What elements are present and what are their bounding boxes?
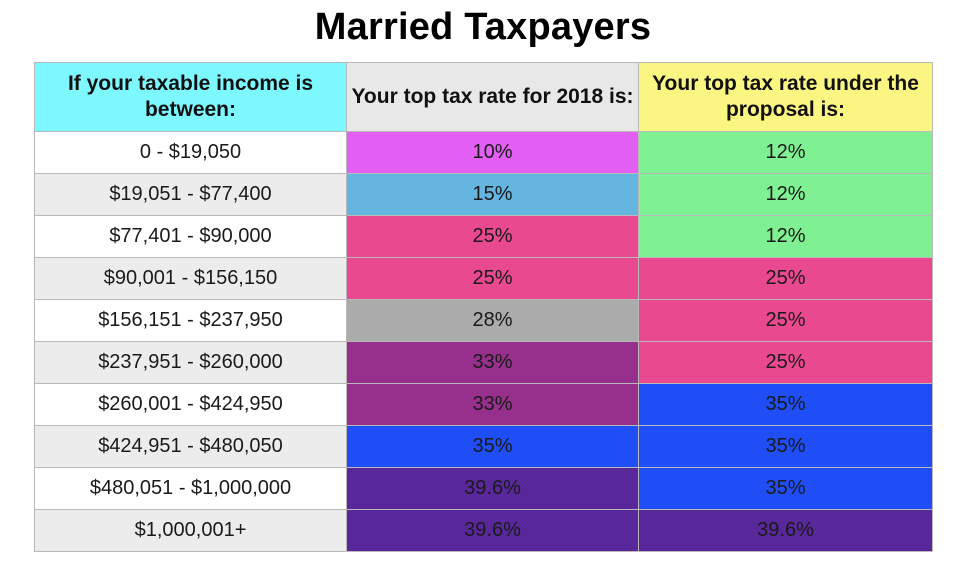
rate-proposal-cell: 35% [638,425,933,468]
income-range-cell: $480,051 - $1,000,000 [34,467,347,510]
table-row: $480,051 - $1,000,000 39.6% 35% [34,467,933,510]
table-row: $19,051 - $77,400 15% 12% [34,173,933,216]
income-range-cell: $260,001 - $424,950 [34,383,347,426]
rate-proposal-cell: 12% [638,215,933,258]
income-range-cell: $90,001 - $156,150 [34,257,347,300]
rate-2018-cell: 33% [346,341,639,384]
rate-proposal-cell: 39.6% [638,509,933,552]
rate-proposal-cell: 25% [638,299,933,342]
rate-2018-cell: 25% [346,215,639,258]
page-title: Married Taxpayers [314,6,652,48]
rate-2018-cell: 10% [346,131,639,174]
table-row: 0 - $19,050 10% 12% [34,131,933,174]
rate-proposal-cell: 25% [638,257,933,300]
rate-2018-cell: 25% [346,257,639,300]
rate-2018-cell: 35% [346,425,639,468]
rate-proposal-cell: 12% [638,131,933,174]
rate-proposal-cell: 12% [638,173,933,216]
income-range-cell: $156,151 - $237,950 [34,299,347,342]
rate-2018-cell: 28% [346,299,639,342]
income-range-header: If your taxable income is between: [34,62,347,132]
rate-proposal-cell: 25% [638,341,933,384]
table-row: $260,001 - $424,950 33% 35% [34,383,933,426]
income-range-cell: $77,401 - $90,000 [34,215,347,258]
table-row: $424,951 - $480,050 35% 35% [34,425,933,468]
table-row: $156,151 - $237,950 28% 25% [34,299,933,342]
income-range-cell: $237,951 - $260,000 [34,341,347,384]
income-range-cell: $19,051 - $77,400 [34,173,347,216]
table-row: $77,401 - $90,000 25% 12% [34,215,933,258]
table-row: $90,001 - $156,150 25% 25% [34,257,933,300]
rate-2018-cell: 39.6% [346,509,639,552]
table-row: $1,000,001+ 39.6% 39.6% [34,509,933,552]
rate-proposal-cell: 35% [638,383,933,426]
rate-2018-cell: 39.6% [346,467,639,510]
table-row: $237,951 - $260,000 33% 25% [34,341,933,384]
rate-2018-cell: 15% [346,173,639,216]
header-row: If your taxable income is between: Your … [34,62,933,132]
rate-2018-header: Your top tax rate for 2018 is: [346,62,639,132]
income-range-cell: $424,951 - $480,050 [34,425,347,468]
income-range-cell: 0 - $19,050 [34,131,347,174]
income-range-cell: $1,000,001+ [34,509,347,552]
tax-rate-table: If your taxable income is between: Your … [34,62,933,552]
rate-proposal-cell: 35% [638,467,933,510]
rate-2018-cell: 33% [346,383,639,426]
rate-proposal-header: Your top tax rate under the proposal is: [638,62,933,132]
